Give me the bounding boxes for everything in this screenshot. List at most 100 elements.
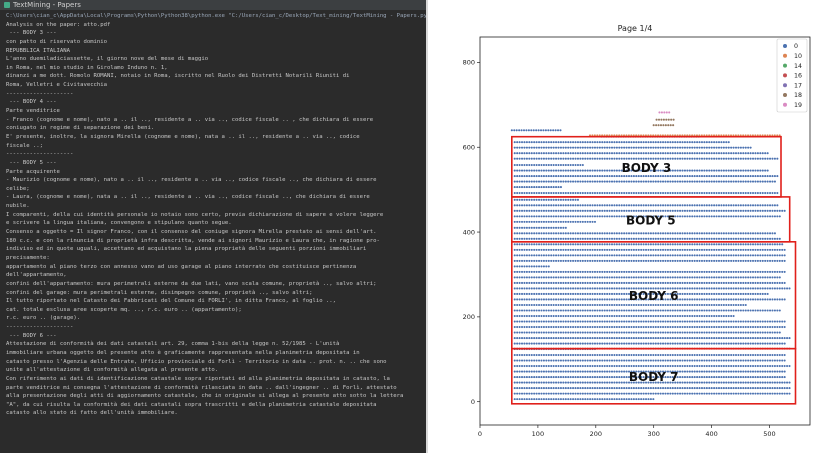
- point-series-0: [550, 169, 553, 172]
- point-series-0: [630, 276, 633, 279]
- point-series-0: [710, 243, 713, 246]
- point-series-0: [734, 326, 738, 329]
- point-series-0: [761, 298, 764, 301]
- point-series-0: [513, 276, 516, 279]
- point-series-0: [615, 353, 618, 357]
- point-series-0: [649, 292, 652, 296]
- point-series-0: [720, 353, 723, 357]
- point-series-0: [555, 387, 558, 390]
- point-series-0: [550, 209, 553, 212]
- point-series-0: [703, 146, 706, 149]
- point-series-0: [734, 287, 738, 290]
- point-series-0: [584, 270, 587, 273]
- point-series-0: [523, 309, 526, 312]
- point-series-0: [749, 204, 752, 207]
- point-series-0: [700, 314, 704, 318]
- point-series-0: [559, 157, 562, 160]
- point-series-0: [535, 232, 538, 235]
- point-series-0: [620, 387, 623, 390]
- point-series-0: [676, 192, 679, 195]
- point-series-0: [693, 331, 696, 334]
- point-series-0: [608, 192, 611, 195]
- point-series-0: [572, 169, 575, 172]
- point-series-0: [552, 353, 555, 357]
- point-series-0: [666, 209, 669, 212]
- point-series-0: [603, 292, 606, 296]
- console-output[interactable]: C:\Users\cian_c\AppData\Local\Programs\P…: [0, 10, 426, 418]
- point-series-18: [669, 124, 672, 127]
- point-series-0: [569, 370, 572, 373]
- point-series-0: [552, 129, 555, 132]
- point-series-0: [564, 204, 567, 207]
- point-series-0: [766, 337, 769, 340]
- point-series-0: [681, 303, 684, 307]
- point-series-0: [559, 237, 562, 240]
- point-series-0: [686, 152, 689, 155]
- point-series-0: [569, 157, 572, 160]
- point-series-0: [620, 237, 623, 240]
- point-series-0: [564, 259, 567, 262]
- point-series-0: [559, 398, 562, 401]
- point-series-0: [783, 259, 786, 262]
- point-series-0: [674, 287, 677, 290]
- point-series-0: [533, 303, 536, 307]
- point-series-0: [659, 248, 662, 251]
- point-series-0: [572, 270, 575, 273]
- point-series-0: [737, 180, 740, 183]
- point-series-19: [663, 111, 666, 114]
- point-series-0: [696, 169, 699, 172]
- point-series-0: [533, 365, 536, 368]
- point-series-0: [525, 175, 528, 178]
- point-series-0: [547, 381, 550, 384]
- point-series-0: [666, 180, 669, 183]
- point-series-0: [608, 326, 611, 329]
- point-series-0: [540, 232, 543, 235]
- point-series-0: [562, 287, 565, 290]
- point-series-0: [589, 359, 592, 362]
- point-series-0: [545, 186, 548, 189]
- point-series-0: [608, 215, 611, 218]
- point-series-0: [761, 353, 764, 357]
- console-titlebar[interactable]: TextMining - Papers: [0, 0, 426, 10]
- point-series-0: [756, 270, 759, 273]
- point-series-0: [754, 259, 757, 262]
- point-series-0: [547, 232, 550, 235]
- point-series-0: [732, 303, 735, 307]
- point-series-0: [581, 180, 584, 183]
- point-series-0: [771, 298, 774, 301]
- point-series-0: [754, 243, 757, 246]
- point-series-0: [579, 141, 582, 144]
- point-series-0: [693, 337, 696, 340]
- point-series-0: [593, 287, 597, 290]
- point-series-0: [722, 303, 725, 307]
- pane-divider[interactable]: [426, 0, 428, 453]
- point-series-0: [627, 359, 631, 362]
- point-series-0: [640, 237, 643, 240]
- point-series-0: [647, 141, 650, 144]
- point-series-0: [713, 157, 716, 160]
- point-series-0: [613, 387, 616, 390]
- point-series-0: [786, 387, 789, 390]
- point-series-0: [528, 365, 531, 368]
- point-series-0: [596, 192, 599, 195]
- point-series-0: [518, 365, 521, 368]
- point-series-0: [608, 320, 611, 323]
- point-series-0: [674, 204, 677, 207]
- point-series-0: [589, 331, 592, 334]
- point-series-0: [679, 276, 682, 279]
- point-series-0: [615, 314, 618, 318]
- point-series-0: [606, 192, 609, 195]
- point-series-0: [751, 365, 755, 368]
- console-line: --- BODY 6 ---: [6, 332, 57, 339]
- point-series-0: [662, 365, 665, 368]
- point-series-0: [603, 337, 606, 340]
- point-series-0: [579, 146, 582, 149]
- point-series-0: [542, 309, 545, 312]
- point-series-0: [693, 180, 696, 183]
- point-series-0: [683, 243, 686, 246]
- point-series-0: [630, 146, 633, 149]
- point-series-0: [513, 270, 516, 273]
- point-series-0: [625, 270, 628, 273]
- point-series-0: [569, 392, 572, 395]
- point-series-0: [610, 204, 614, 207]
